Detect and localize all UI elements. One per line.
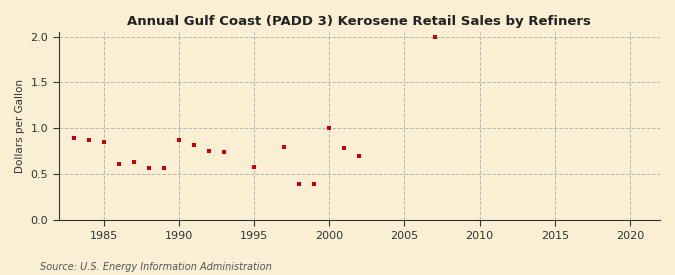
Title: Annual Gulf Coast (PADD 3) Kerosene Retail Sales by Refiners: Annual Gulf Coast (PADD 3) Kerosene Reta… xyxy=(128,15,591,28)
Text: Source: U.S. Energy Information Administration: Source: U.S. Energy Information Administ… xyxy=(40,262,272,272)
Y-axis label: Dollars per Gallon: Dollars per Gallon xyxy=(15,79,25,173)
